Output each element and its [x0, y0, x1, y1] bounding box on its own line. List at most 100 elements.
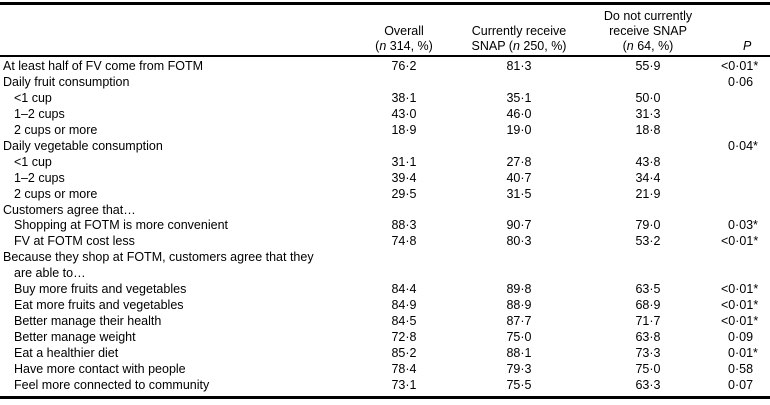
table-row: <1 cup 31·1 27·8 43·8 — [0, 155, 770, 171]
cell-p-value: 0·09 — [728, 329, 754, 344]
row-label: 2 cups or more — [14, 123, 98, 138]
cell-snap: 88·9 — [506, 297, 532, 312]
table-row: <1 cup 38·1 35·1 50·0 — [0, 91, 770, 107]
p-italic: P — [743, 38, 752, 53]
row-label: Daily fruit consumption — [3, 75, 130, 90]
column-header-p-value: P — [718, 3, 770, 58]
cell-overall: 73·1 — [391, 377, 417, 392]
cell-overall: 76·2 — [391, 59, 417, 74]
cell-p-value — [718, 91, 770, 107]
cell-no-snap: 73·3 — [635, 345, 661, 360]
row-label-continuation: are able to… — [14, 266, 86, 281]
cell-overall: 88·3 — [391, 218, 417, 233]
header-text: SNAP ( — [471, 38, 513, 53]
table-row: Customers agree that… — [0, 203, 770, 219]
header-stub — [0, 3, 348, 58]
cell-overall: 72·8 — [391, 329, 417, 344]
cell-overall: 18·9 — [391, 123, 417, 138]
cell-overall: 39·4 — [391, 170, 417, 185]
cell-no-snap: 63·5 — [635, 282, 661, 297]
cell-snap: 75·5 — [506, 377, 532, 392]
row-label-cell: Feel more connected to community — [0, 378, 348, 398]
cell-no-snap — [578, 75, 718, 91]
cell-no-snap: 55·9 — [635, 59, 661, 74]
row-label: 1–2 cups — [14, 107, 65, 122]
cell-overall: 84·4 — [391, 282, 417, 297]
cell-overall: 31·1 — [391, 154, 417, 169]
row-label: Have more contact with people — [14, 361, 186, 376]
header-line: Overall — [384, 23, 424, 38]
cell-no-snap: 18·8 — [635, 123, 661, 138]
header-text: 314, %) — [386, 38, 433, 53]
cell-p-value — [718, 187, 770, 203]
row-label-cell: Daily fruit consumption — [0, 75, 348, 91]
table-row: 1–2 cups 43·0 46·0 31·3 — [0, 107, 770, 123]
cell-overall: 78·4 — [391, 361, 417, 376]
cell-snap: 19·0 — [506, 123, 532, 138]
n-italic: n — [512, 38, 520, 53]
row-label: Eat a healthier diet — [14, 345, 119, 360]
table-row: 2 cups or more 18·9 19·0 18·8 — [0, 123, 770, 139]
row-label: <1 cup — [14, 91, 52, 106]
cell-no-snap — [578, 203, 718, 219]
cell-p-value: 0·01* — [728, 345, 758, 360]
cell-no-snap: 63·8 — [635, 329, 661, 344]
column-header-overall: Overall (n 314, %) — [348, 3, 460, 58]
row-label-cell: <1 cup — [0, 91, 348, 107]
row-label-cell: 2 cups or more — [0, 187, 348, 203]
table-row: Better manage their health 84·5 87·7 71·… — [0, 314, 770, 330]
cell-overall: 38·1 — [391, 91, 417, 106]
table-row: Daily vegetable consumption 0·04* — [0, 139, 770, 155]
cell-p-value: 0·03* — [728, 218, 758, 233]
cell-snap — [460, 250, 578, 282]
table-header: Overall (n 314, %) Currently receive SNA… — [0, 3, 770, 58]
row-label-cell: Better manage their health — [0, 314, 348, 330]
row-label-cell: 2 cups or more — [0, 123, 348, 139]
cell-p-value: 0·04* — [728, 138, 758, 153]
header-line: SNAP (n 250, %) — [460, 39, 578, 54]
cell-overall — [348, 139, 460, 155]
row-label-cell: 1–2 cups — [0, 107, 348, 123]
cell-no-snap: 21·9 — [635, 186, 661, 201]
cell-snap: 27·8 — [506, 154, 532, 169]
table-row: FV at FOTM cost less 74·8 80·3 53·2 <0·0… — [0, 234, 770, 250]
row-label: Better manage their health — [14, 313, 162, 328]
cell-p-value: <0·01* — [721, 297, 759, 312]
table-row: Feel more connected to community 73·1 75… — [0, 378, 770, 398]
n-italic: n — [626, 38, 634, 53]
cell-no-snap: 68·9 — [635, 297, 661, 312]
row-label-cell: Shopping at FOTM is more convenient — [0, 218, 348, 234]
cell-p-value: 0·07 — [728, 377, 754, 392]
row-label-cell: Customers agree that… — [0, 203, 348, 219]
row-label-cell: Eat a healthier diet — [0, 346, 348, 362]
row-label: 2 cups or more — [14, 186, 98, 201]
cell-snap — [460, 75, 578, 91]
cell-snap: 89·8 — [506, 282, 532, 297]
cell-snap: 75·0 — [506, 329, 532, 344]
cell-p-value — [718, 203, 770, 219]
table-row: 1–2 cups 39·4 40·7 34·4 — [0, 171, 770, 187]
table-row: 2 cups or more 29·5 31·5 21·9 — [0, 187, 770, 203]
row-label: Daily vegetable consumption — [3, 138, 163, 153]
row-label-cell: Eat more fruits and vegetables — [0, 298, 348, 314]
cell-no-snap: 34·4 — [635, 170, 661, 185]
cell-overall: 43·0 — [391, 107, 417, 122]
header-line: Do not currently — [603, 9, 693, 23]
header-line: Currently receive — [471, 23, 567, 38]
row-label: At least half of FV come from FOTM — [3, 59, 204, 74]
cell-no-snap: 31·3 — [635, 107, 661, 122]
row-label: 1–2 cups — [14, 170, 65, 185]
table-row: Eat more fruits and vegetables 84·9 88·9… — [0, 298, 770, 314]
cell-overall: 84·9 — [391, 297, 417, 312]
table-row: Daily fruit consumption 0·06 — [0, 75, 770, 91]
cell-p-value: <0·01* — [721, 59, 759, 74]
table-row: Because they shop at FOTM, customers agr… — [0, 250, 770, 282]
cell-snap: 46·0 — [506, 107, 532, 122]
header-text: 250, %) — [519, 38, 567, 53]
cell-p-value — [718, 107, 770, 123]
cell-snap: 81·3 — [506, 59, 532, 74]
header-line: (n 64, %) — [578, 39, 718, 54]
cell-overall: 74·8 — [391, 234, 417, 249]
